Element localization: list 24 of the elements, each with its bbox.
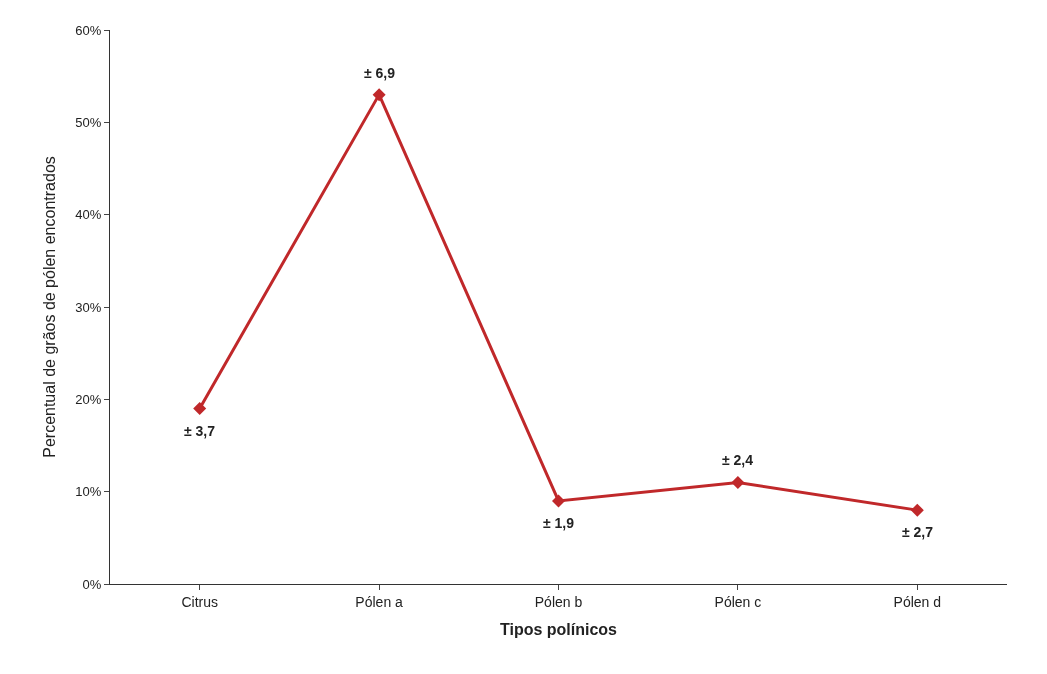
y-axis-title: Percentual de grãos de pólen encontrados	[41, 156, 59, 458]
x-tick-label: Pólen d	[893, 593, 942, 610]
point	[193, 402, 207, 416]
y-tick-label: 60%	[75, 22, 102, 38]
annotation: ± 1,9	[543, 515, 575, 531]
annotation: ± 2,4	[722, 452, 754, 468]
annotation: ± 3,7	[184, 423, 216, 439]
x-tick-label: Pólen c	[714, 593, 762, 610]
y-tick-label: 10%	[75, 484, 102, 500]
y-tick-label: 50%	[75, 114, 102, 130]
point	[910, 503, 924, 517]
y-tick-label: 20%	[75, 391, 102, 407]
x-tick-label: Pólen a	[355, 593, 404, 610]
y-tick-label: 40%	[75, 207, 102, 223]
x-axis-title: Tipos polínicos	[499, 621, 618, 639]
point	[731, 475, 745, 489]
annotation: ± 2,7	[902, 524, 934, 540]
point	[552, 494, 565, 508]
y-tick-label: 0%	[82, 576, 102, 592]
x-tick-label: Citrus	[181, 593, 218, 610]
annotation: ± 6,9	[364, 65, 396, 81]
y-tick-label: 30%	[75, 299, 102, 315]
x-tick-label: Pólen b	[534, 593, 583, 610]
point	[372, 88, 386, 102]
